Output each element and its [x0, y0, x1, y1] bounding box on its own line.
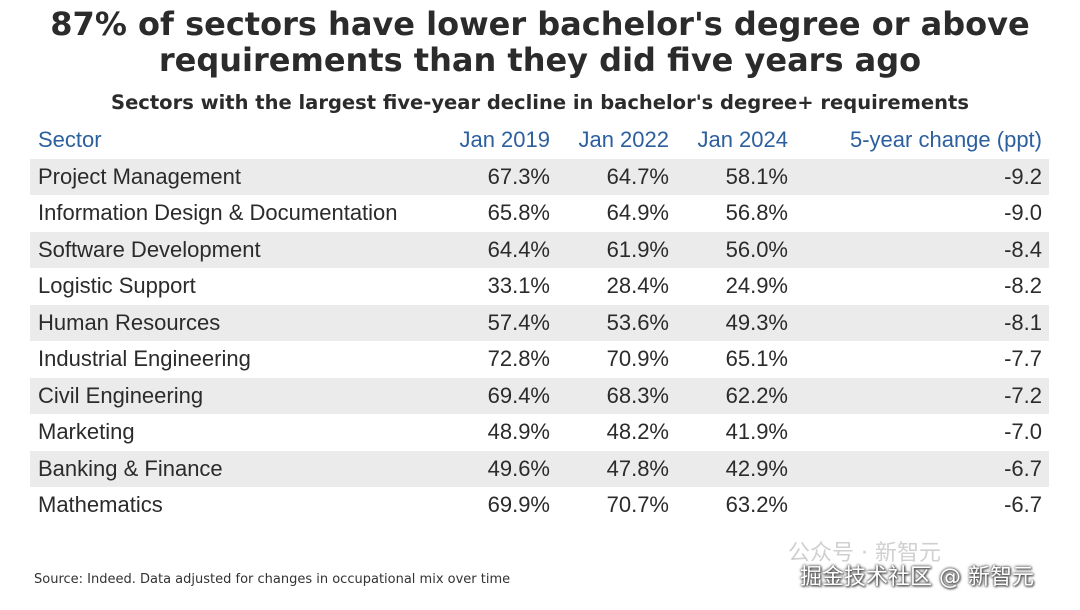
- cell-jan-2022: 28.4%: [606, 273, 669, 298]
- cell-jan-2022: 47.8%: [606, 455, 669, 481]
- cell-sector: Mathematics: [38, 492, 163, 517]
- table-row: Banking & Finance 49.6% 47.8% 42.9% -6.7: [30, 450, 1049, 487]
- cell-five-year-change: -8.4: [1004, 236, 1042, 262]
- cell-jan-2024: 42.9%: [725, 455, 788, 481]
- cell-jan-2022: 70.9%: [606, 346, 669, 371]
- cell-five-year-change: -8.2: [1004, 273, 1042, 298]
- cell-jan-2019: 69.9%: [487, 492, 550, 517]
- chart-subtitle: Sectors with the largest five-year decli…: [111, 91, 969, 114]
- watermark-bottom: 掘金技术社区 @ 新智元: [800, 565, 1034, 590]
- table-row: Software Development 64.4% 61.9% 56.0% -8.4: [30, 231, 1049, 268]
- header-five-year-change: 5-year change (ppt): [850, 127, 1042, 152]
- cell-jan-2019: 48.9%: [487, 419, 550, 444]
- cell-jan-2024: 56.0%: [725, 236, 788, 262]
- cell-jan-2022: 64.7%: [606, 163, 669, 189]
- cell-jan-2024: 49.3%: [725, 309, 788, 335]
- cell-jan-2024: 24.9%: [725, 273, 788, 298]
- cell-jan-2019: 64.4%: [487, 236, 550, 262]
- cell-jan-2022: 53.6%: [606, 309, 669, 335]
- cell-jan-2019: 69.4%: [487, 382, 550, 408]
- cell-jan-2024: 63.2%: [725, 492, 788, 517]
- cell-jan-2019: 33.1%: [487, 273, 550, 298]
- cell-jan-2022: 68.3%: [606, 382, 669, 408]
- cell-jan-2024: 62.2%: [725, 382, 788, 408]
- cell-sector: Software Development: [38, 236, 261, 262]
- header-jan-2019: Jan 2019: [459, 127, 550, 152]
- cell-five-year-change: -8.1: [1004, 309, 1042, 335]
- cell-five-year-change: -6.7: [1004, 492, 1042, 517]
- cell-five-year-change: -7.0: [1004, 419, 1042, 444]
- cell-jan-2022: 70.7%: [606, 492, 669, 517]
- watermark-top: 公众号 · 新智元: [788, 541, 941, 566]
- table-row: Information Design & Documentation 65.8% 6…: [30, 195, 1049, 232]
- data-table: Sector Jan 2019 Jan 2022 Jan 2024 5-year…: [30, 122, 1049, 524]
- chart-title-line-1: 87% of sectors have lower bachelor's deg…: [50, 5, 1030, 43]
- cell-jan-2019: 72.8%: [487, 346, 550, 371]
- cell-sector: Banking & Finance: [38, 455, 223, 481]
- cell-five-year-change: -7.7: [1004, 346, 1042, 371]
- cell-five-year-change: -9.2: [1004, 163, 1042, 189]
- cell-sector: Project Management: [38, 163, 241, 189]
- cell-jan-2019: 67.3%: [487, 163, 550, 189]
- cell-jan-2022: 48.2%: [606, 419, 669, 444]
- cell-sector: Industrial Engineering: [38, 346, 251, 371]
- cell-jan-2022: 61.9%: [606, 236, 669, 262]
- cell-jan-2024: 41.9%: [725, 419, 788, 444]
- table-row: Industrial Engineering 72.8% 70.9% 65.1% -7.…: [30, 341, 1049, 378]
- table-row: Project Management 67.3% 64.7% 58.1% -9.2: [30, 158, 1049, 195]
- cell-jan-2019: 65.8%: [487, 200, 550, 225]
- cell-jan-2024: 65.1%: [725, 346, 788, 371]
- header-jan-2022: Jan 2022: [578, 127, 669, 152]
- chart-title-line-2: requirements than they did five years ag…: [158, 41, 922, 79]
- table-row: Civil Engineering 69.4% 68.3% 62.2% -7.2: [30, 377, 1049, 414]
- header-jan-2024: Jan 2024: [697, 127, 788, 152]
- cell-jan-2024: 58.1%: [725, 163, 788, 189]
- table-header-row: Sector Jan 2019 Jan 2022 Jan 2024 5-year…: [30, 122, 1049, 159]
- table-row: Marketing 48.9% 48.2% 41.9% -7.0: [30, 414, 1049, 451]
- cell-jan-2024: 56.8%: [725, 200, 788, 225]
- header-sector: Sector: [38, 127, 102, 152]
- table-row: Mathematics 69.9% 70.7% 63.2% -6.7: [30, 487, 1049, 524]
- cell-sector: Civil Engineering: [38, 382, 204, 408]
- cell-jan-2022: 64.9%: [606, 200, 669, 225]
- cell-five-year-change: -9.0: [1004, 200, 1042, 225]
- cell-five-year-change: -7.2: [1004, 382, 1042, 408]
- cell-sector: Information Design & Documentation: [38, 200, 398, 225]
- cell-sector: Logistic Support: [38, 273, 196, 298]
- cell-sector: Marketing: [38, 419, 135, 444]
- table-row: Human Resources 57.4% 53.6% 49.3% -8.1: [30, 304, 1049, 341]
- table-row: Logistic Support 33.1% 28.4% 24.9% -8.2: [30, 268, 1049, 305]
- cell-jan-2019: 57.4%: [487, 309, 550, 335]
- cell-sector: Human Resources: [38, 309, 221, 335]
- chart-title: 87% of sectors have lower bachelor's deg…: [0, 6, 1080, 78]
- cell-jan-2019: 49.6%: [487, 455, 550, 481]
- source-note: Source: Indeed. Data adjusted for change…: [34, 572, 511, 587]
- cell-five-year-change: -6.7: [1004, 455, 1042, 481]
